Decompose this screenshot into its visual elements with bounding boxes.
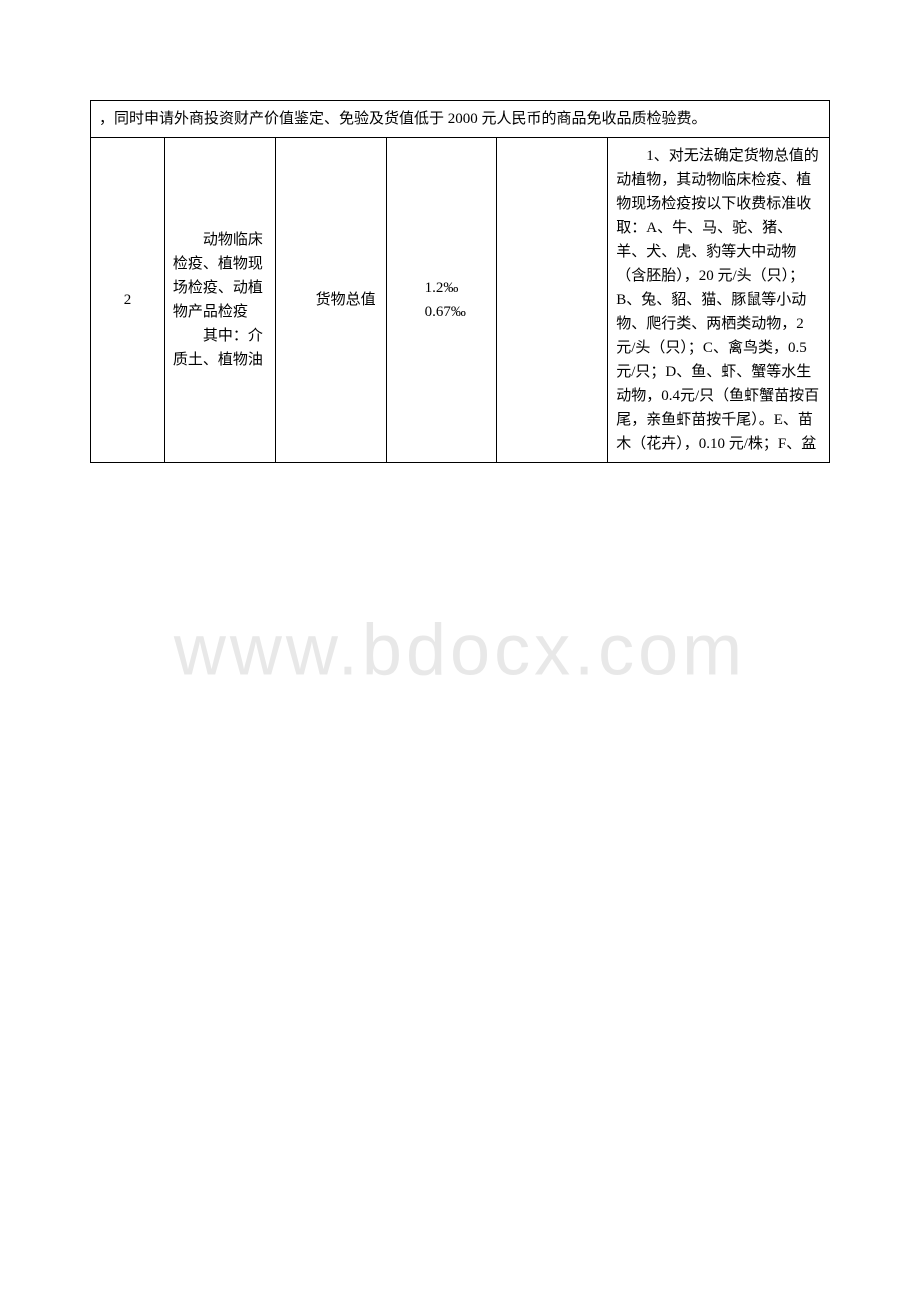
cell-item: 动物临床检疫、植物现场检疫、动植物产品检疫 其中：介质土、植物油 [164,138,275,463]
rate-1: 1.2‰ [395,276,489,300]
item-p1: 动物临床检疫、植物现场检疫、动植物产品检疫 [173,228,267,324]
rate-2: 0.67‰ [395,300,489,324]
cell-remark: 1、对无法确定货物总值的动植物，其动物临床检疫、植物现场检疫按以下收费标准收取：… [608,138,830,463]
basis-text: 货物总值 [284,288,378,312]
cell-index: 2 [91,138,165,463]
watermark: www.bdocx.com [174,593,746,708]
table-row: 2 动物临床检疫、植物现场检疫、动植物产品检疫 其中：介质土、植物油 货物总值 … [91,138,830,463]
cell-rate: 1.2‰ 0.67‰ [386,138,497,463]
cell-empty [497,138,608,463]
note-row: ，同时申请外商投资财产价值鉴定、免验及货值低于 2000 元人民币的商品免收品质… [90,100,830,137]
cell-basis: 货物总值 [275,138,386,463]
item-p2: 其中：介质土、植物油 [173,324,267,372]
remark-p1: 1、对无法确定货物总值的动植物，其动物临床检疫、植物现场检疫按以下收费标准收取：… [616,144,821,456]
fee-table: 2 动物临床检疫、植物现场检疫、动植物产品检疫 其中：介质土、植物油 货物总值 … [90,137,830,463]
